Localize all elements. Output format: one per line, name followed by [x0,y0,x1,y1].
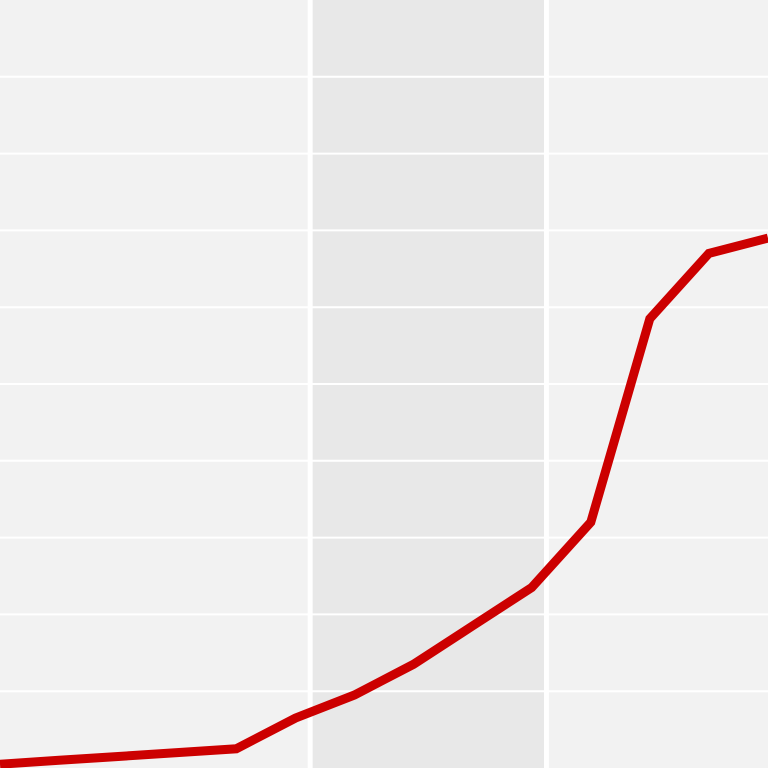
series-layer [0,233,768,768]
series-line [0,233,768,768]
